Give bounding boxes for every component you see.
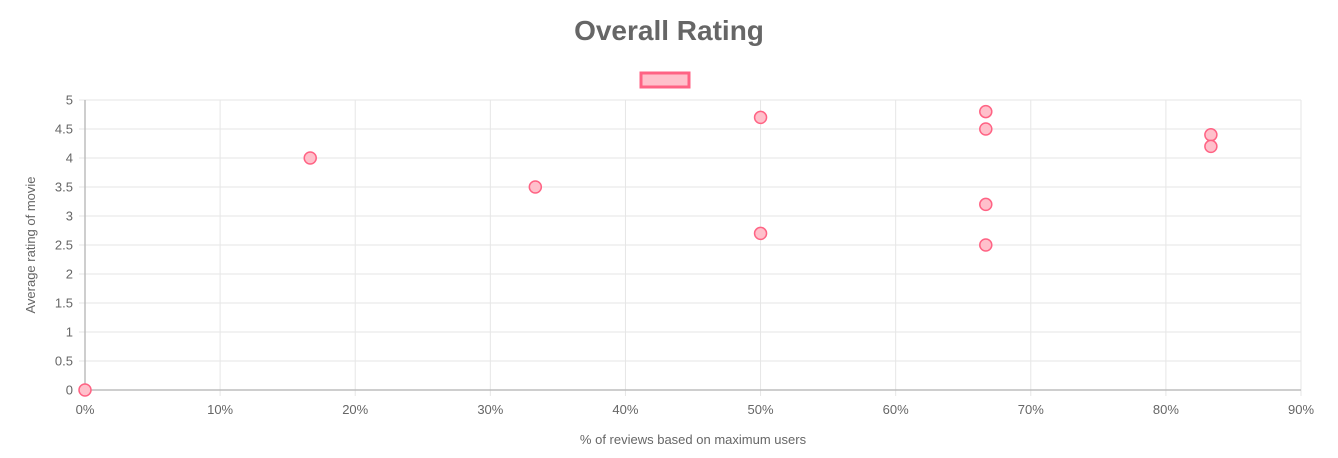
y-tick-label: 3.5 bbox=[55, 180, 73, 195]
y-tick-label: 5 bbox=[66, 93, 73, 108]
scatter-point[interactable] bbox=[979, 238, 993, 252]
scatter-point[interactable] bbox=[78, 383, 92, 397]
x-tick-label: 30% bbox=[477, 402, 503, 417]
x-tick-label: 10% bbox=[207, 402, 233, 417]
y-tick-label: 0.5 bbox=[55, 354, 73, 369]
y-tick-label: 2.5 bbox=[55, 238, 73, 253]
scatter-point[interactable] bbox=[979, 104, 993, 119]
scatter-point[interactable] bbox=[753, 226, 768, 241]
scatter-point[interactable] bbox=[753, 110, 768, 125]
y-tick-label: 4.5 bbox=[55, 122, 73, 137]
x-axis-title: % of reviews based on maximum users bbox=[580, 432, 807, 447]
x-tick-label: 70% bbox=[1018, 402, 1044, 417]
data-points bbox=[78, 104, 1218, 397]
y-tick-label: 1 bbox=[66, 325, 73, 340]
x-tick-label: 60% bbox=[883, 402, 909, 417]
scatter-point[interactable] bbox=[1204, 139, 1218, 154]
y-tick-label: 1.5 bbox=[55, 296, 73, 311]
y-tick-label: 0 bbox=[66, 383, 73, 398]
x-tick-label: 90% bbox=[1288, 402, 1314, 417]
x-tick-label: 80% bbox=[1153, 402, 1179, 417]
x-tick-label: 0% bbox=[76, 402, 95, 417]
legend[interactable] bbox=[639, 71, 691, 89]
x-tick-label: 20% bbox=[342, 402, 368, 417]
y-axis-title: Average rating of movie bbox=[23, 176, 38, 313]
y-tick-label: 2 bbox=[66, 267, 73, 282]
x-tick-label: 50% bbox=[748, 402, 774, 417]
scatter-point[interactable] bbox=[528, 180, 543, 194]
scatter-point[interactable] bbox=[303, 151, 317, 165]
grid bbox=[79, 99, 1302, 396]
y-axis-ticks: 0 0.5 1 1.5 2 2.5 3 3.5 4 4.5 5 bbox=[55, 93, 73, 398]
axes bbox=[84, 100, 1301, 391]
chart-title: Overall Rating bbox=[574, 15, 764, 46]
y-tick-label: 3 bbox=[66, 209, 73, 224]
scatter-point[interactable] bbox=[979, 197, 993, 212]
x-axis-ticks: 0% 10% 20% 30% 40% 50% 60% 70% 80% 90% bbox=[76, 402, 1315, 417]
scatter-point[interactable] bbox=[979, 122, 993, 136]
scatter-point[interactable] bbox=[1204, 128, 1218, 142]
x-tick-label: 40% bbox=[612, 402, 638, 417]
y-tick-label: 4 bbox=[66, 151, 73, 166]
legend-swatch[interactable] bbox=[639, 71, 691, 89]
